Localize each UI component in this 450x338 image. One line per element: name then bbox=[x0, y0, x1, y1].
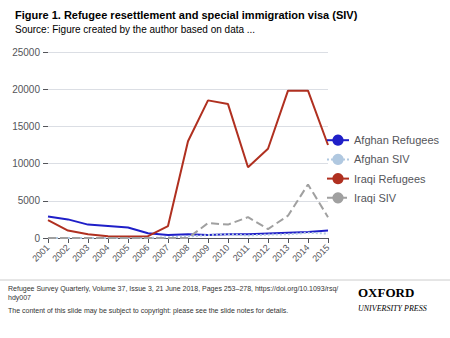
svg-text:2014: 2014 bbox=[290, 242, 311, 263]
svg-text:Afghan Refugees: Afghan Refugees bbox=[354, 134, 440, 146]
svg-text:Figure 1. Refugee resettlement: Figure 1. Refugee resettlement and speci… bbox=[15, 9, 358, 21]
svg-text:15000: 15000 bbox=[12, 121, 40, 132]
svg-text:2006: 2006 bbox=[130, 242, 151, 263]
svg-text:5000: 5000 bbox=[18, 195, 41, 206]
svg-text:2003: 2003 bbox=[70, 242, 91, 263]
svg-text:The content of this slide may: The content of this slide may be subject… bbox=[8, 307, 288, 315]
svg-text:UNIVERSITY PRESS: UNIVERSITY PRESS bbox=[358, 304, 427, 313]
svg-text:2005: 2005 bbox=[110, 242, 131, 263]
svg-text:Iraqi SIV: Iraqi SIV bbox=[354, 192, 397, 204]
svg-text:2001: 2001 bbox=[30, 242, 51, 263]
svg-text:10000: 10000 bbox=[12, 158, 40, 169]
svg-text:2002: 2002 bbox=[50, 242, 71, 263]
svg-text:2015: 2015 bbox=[310, 242, 331, 263]
svg-text:Source: Figure created by the: Source: Figure created by the author bas… bbox=[15, 24, 255, 35]
svg-text:20000: 20000 bbox=[12, 84, 40, 95]
svg-text:2008: 2008 bbox=[170, 242, 191, 263]
svg-text:2013: 2013 bbox=[270, 242, 291, 263]
svg-text:hdy007: hdy007 bbox=[8, 294, 31, 302]
svg-text:2007: 2007 bbox=[150, 242, 171, 263]
svg-text:Refugee Survey Quarterly, Volu: Refugee Survey Quarterly, Volume 37, Iss… bbox=[8, 285, 338, 293]
svg-text:Iraqi Refugees: Iraqi Refugees bbox=[354, 173, 426, 185]
svg-text:Afghan SIV: Afghan SIV bbox=[354, 153, 410, 165]
svg-text:25000: 25000 bbox=[12, 47, 40, 58]
svg-text:2009: 2009 bbox=[190, 242, 211, 263]
svg-text:2012: 2012 bbox=[250, 242, 271, 263]
svg-text:2010: 2010 bbox=[210, 242, 231, 263]
svg-text:2011: 2011 bbox=[231, 242, 252, 263]
svg-text:2004: 2004 bbox=[90, 242, 111, 263]
svg-text:OXFORD: OXFORD bbox=[358, 285, 414, 300]
svg-text:0: 0 bbox=[34, 233, 40, 244]
